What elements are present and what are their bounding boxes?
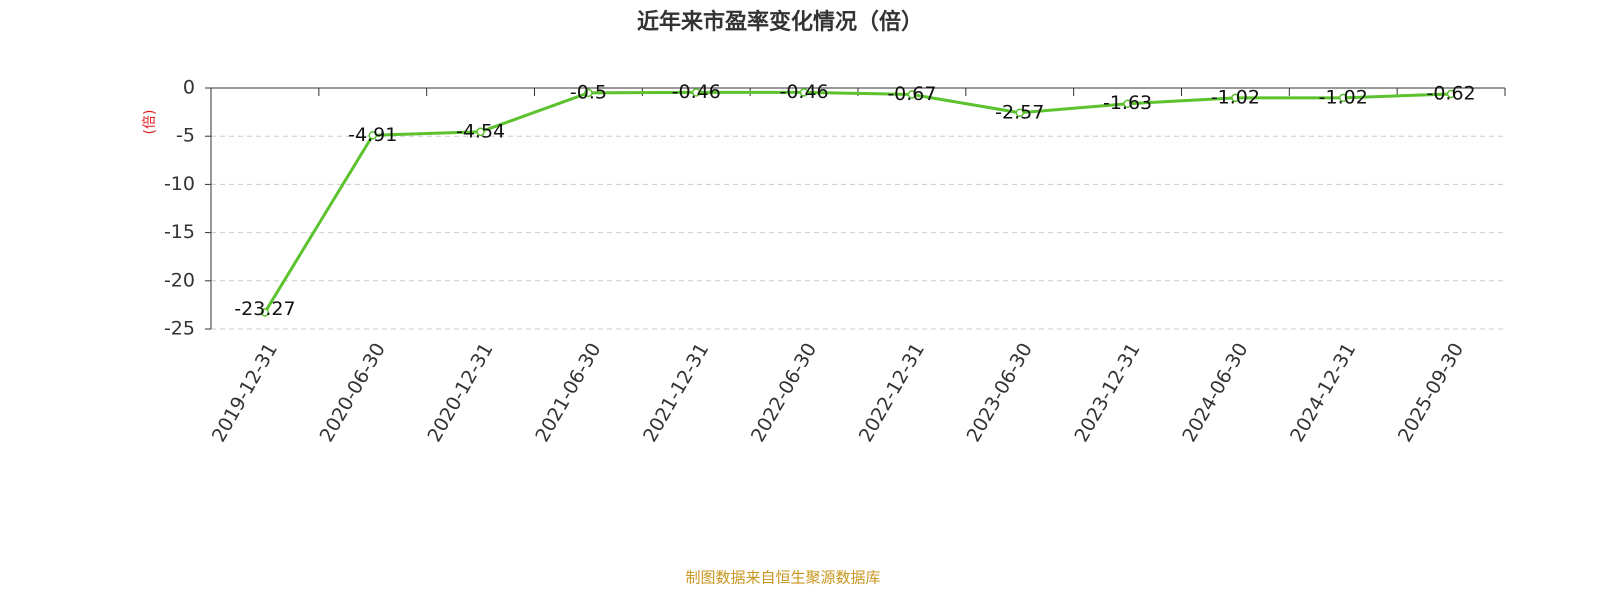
x-tick-label: 2020-06-30 [316, 339, 390, 446]
x-tick-label: 2025-09-30 [1394, 339, 1468, 446]
y-axis-label: (倍) [142, 110, 158, 135]
line-series [263, 90, 1452, 314]
data-label: -0.67 [887, 83, 936, 105]
y-tick-label: -10 [164, 173, 195, 195]
data-label: -1.02 [1319, 86, 1368, 108]
data-label: -0.5 [570, 81, 607, 103]
data-point [1339, 93, 1348, 103]
data-point [584, 88, 593, 98]
x-tick-label: 2019-12-31 [208, 339, 282, 446]
data-point [907, 90, 917, 99]
x-tick-label: 2024-12-31 [1286, 339, 1360, 446]
data-label: -0.62 [1426, 82, 1475, 104]
x-tick-label: 2022-12-31 [855, 339, 929, 446]
data-label: -23.27 [234, 298, 295, 320]
x-tick-label: 2020-12-31 [423, 339, 497, 446]
data-label: -1.63 [1103, 92, 1152, 114]
x-tick-label: 2023-12-31 [1070, 339, 1144, 446]
data-point [1123, 99, 1132, 108]
data-point [1015, 108, 1024, 118]
y-tick-label: -15 [164, 221, 195, 243]
data-point [1231, 93, 1240, 103]
y-tick-label: -25 [164, 318, 195, 340]
chart-title: 近年来市盈率变化情况（倍） [637, 9, 923, 35]
data-point [799, 88, 809, 97]
data-point [260, 308, 270, 317]
data-point [368, 131, 377, 140]
y-tick-label: 0 [183, 77, 195, 99]
x-tick-label: 2021-12-31 [639, 339, 713, 446]
data-point [1446, 89, 1456, 99]
data-label: -0.46 [672, 81, 721, 103]
x-tick-label: 2024-06-30 [1178, 339, 1252, 446]
y-tick-label: -20 [164, 269, 195, 291]
data-point [476, 127, 485, 137]
data-label: -0.46 [779, 81, 828, 103]
data-label: -4.91 [348, 124, 397, 146]
data-point [692, 88, 701, 97]
y-tick-label: -5 [176, 125, 195, 147]
x-tick-label: 2022-06-30 [747, 339, 821, 446]
source-note: 制图数据来自恒生聚源数据库 [685, 569, 880, 587]
data-label: -1.02 [1211, 86, 1260, 108]
data-label: -4.54 [456, 120, 505, 142]
data-label: -2.57 [995, 101, 1044, 123]
x-tick-label: 2023-06-30 [963, 339, 1037, 446]
x-tick-label: 2021-06-30 [531, 339, 605, 446]
